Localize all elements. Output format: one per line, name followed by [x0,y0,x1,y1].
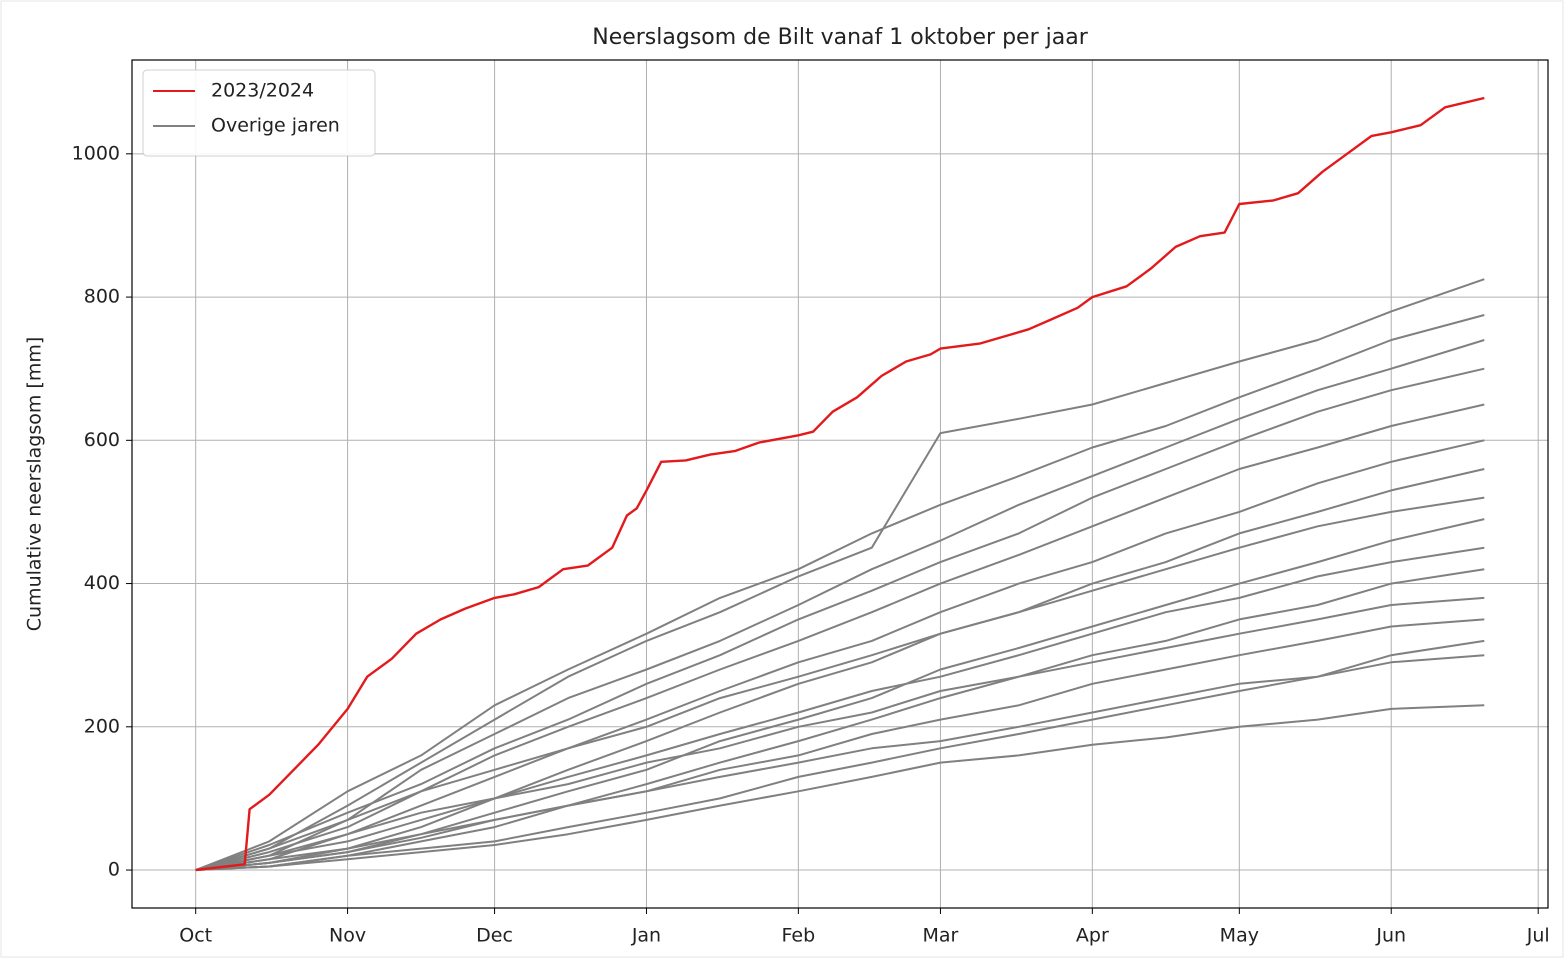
x-tick-label: Oct [179,925,212,947]
series-line [195,468,1485,871]
series-line [195,618,1485,871]
y-tick-label: 0 [108,859,120,881]
legend-box [142,69,376,157]
series-line [195,568,1485,871]
x-tick-label: Jul [1526,925,1550,947]
plot-frame [131,59,1549,909]
series-line [195,639,1485,871]
series-line [195,546,1485,871]
series-line [195,96,1485,872]
series-line [195,367,1485,871]
series-line [195,314,1485,871]
legend-label: 2023/2024 [211,80,314,102]
x-tick-label: Jun [1375,925,1406,947]
x-tick-label: Nov [329,925,366,947]
x-tick-label: May [1220,925,1259,947]
x-tick-label: Apr [1076,925,1109,947]
y-tick-label: 800 [84,286,120,308]
series-line [195,596,1485,871]
x-tick-label: Mar [923,925,959,947]
x-tick-label: Feb [782,925,816,947]
y-tick-label: 600 [84,429,120,451]
series-line [195,439,1485,871]
chart-title: Neerslagsom de Bilt vanaf 1 oktober per … [592,25,1088,50]
series-line [195,339,1485,871]
x-tick-label: Dec [476,925,513,947]
y-tick-label: 1000 [72,142,120,164]
series-line [195,278,1485,871]
series-line [195,496,1485,871]
legend-label: Overige jaren [211,115,340,137]
series-line [195,704,1485,871]
y-axis-label: Cumulative neerslagsom [mm] [24,337,46,632]
series-line [195,403,1485,871]
y-tick-label: 400 [84,572,120,594]
series-line [195,518,1485,871]
x-tick-label: Jan [631,925,661,947]
y-tick-label: 200 [84,715,120,737]
